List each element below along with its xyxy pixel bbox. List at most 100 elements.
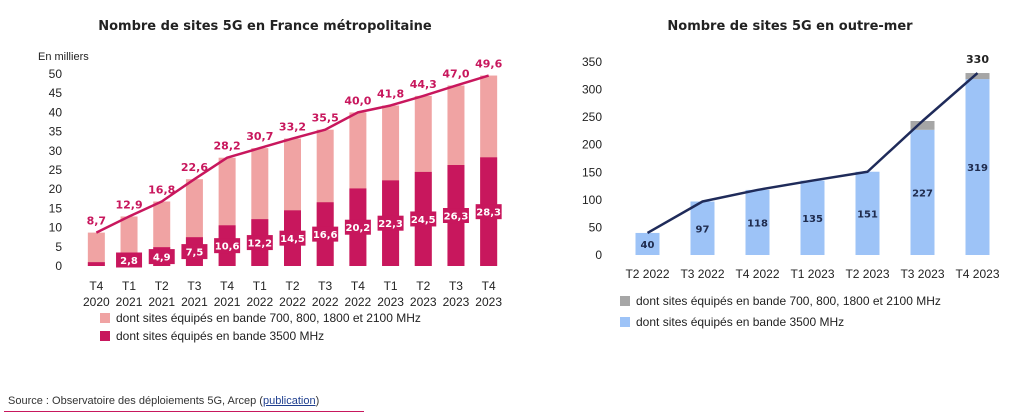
x-tick-label-quarter: T2: [285, 279, 299, 293]
y-tick-label: 50: [589, 220, 603, 234]
bar-segment-3500: [910, 129, 935, 255]
legend-label-3500: dont sites équipés en bande 3500 MHz: [116, 329, 324, 343]
y-tick-label: 45: [49, 86, 63, 100]
data-label-total: 28,2: [214, 140, 241, 153]
x-tick-label-year: 2021: [148, 295, 175, 309]
data-label-3500: 20,2: [346, 223, 371, 234]
data-label-total: 47,0: [442, 68, 469, 81]
x-tick-label-quarter: T2: [155, 279, 169, 293]
source-close: ): [315, 395, 320, 407]
x-tick-label-year: 2021: [116, 295, 143, 309]
bar-segment-3500: [87, 262, 105, 266]
y-tick-label: 0: [55, 259, 62, 273]
data-label-3500: 7,5: [186, 248, 204, 259]
data-label-3500: 28,3: [476, 208, 501, 219]
legend-swatch-low-band: [100, 313, 110, 323]
y-tick-label: 150: [582, 165, 602, 179]
data-label-box: [377, 215, 404, 231]
data-label-box: [410, 211, 437, 227]
source-underline: [4, 411, 364, 412]
x-tick-label-quarter: T3: [318, 279, 332, 293]
x-tick-label-quarter: T1: [253, 279, 267, 293]
publication-link[interactable]: publication: [262, 395, 316, 407]
data-label-total: 12,9: [115, 198, 142, 211]
y-tick-label: 20: [49, 182, 63, 196]
bar-segment-3500: [800, 180, 825, 255]
x-tick-label-quarter: T4: [220, 279, 234, 293]
data-label-total: 22,6: [181, 161, 208, 174]
legend-label-low-band: dont sites équipés en bande 700, 800, 18…: [116, 311, 421, 325]
total-line: [646, 72, 979, 235]
data-label-total: 30,7: [246, 130, 273, 143]
legend-swatch-3500: [100, 331, 110, 341]
data-label-box: [181, 244, 208, 260]
data-label-box: [279, 230, 306, 246]
y-axis-unit: En milliers: [38, 51, 89, 63]
chart-title: Nombre de sites 5G en outre-mer: [667, 19, 913, 34]
x-tick-label: T1 2023: [790, 267, 834, 281]
data-label-box: [214, 238, 241, 254]
y-tick-label: 10: [49, 221, 63, 235]
x-tick-label-year: 2022: [312, 295, 339, 309]
x-tick-label-year: 2023: [443, 295, 470, 309]
data-label-3500: 22,3: [378, 219, 403, 230]
data-label-3500: 135: [802, 214, 823, 225]
x-tick-label-quarter: T4: [482, 279, 496, 293]
data-label-3500: 12,2: [247, 239, 272, 250]
data-label-total: 8,7: [87, 215, 107, 228]
x-tick-label-quarter: T2: [416, 279, 430, 293]
data-label-3500: 4,9: [153, 253, 171, 264]
x-tick-label-year: 2022: [345, 295, 372, 309]
y-tick-label: 30: [49, 144, 63, 158]
y-tick-label: 25: [49, 163, 63, 177]
total-line: [95, 74, 490, 234]
data-label-box: [475, 204, 502, 220]
data-label-3500: 97: [696, 224, 710, 235]
legend-swatch-low-band: [620, 296, 630, 306]
bar-segment-3500: [635, 232, 660, 255]
bar-segment-3500: [690, 201, 715, 255]
y-tick-label: 350: [582, 55, 602, 69]
data-label-3500: 26,3: [444, 212, 469, 223]
source-note: Source : Observatoire des déploiements 5…: [8, 395, 319, 407]
x-tick-label-quarter: T4: [89, 279, 103, 293]
x-tick-label-quarter: T3: [187, 279, 201, 293]
bar-segment-3500: [855, 171, 880, 255]
y-tick-label: 100: [582, 193, 602, 207]
y-tick-label: 50: [49, 67, 63, 81]
x-tick-label-year: 2023: [377, 295, 404, 309]
data-label-3500: 319: [967, 163, 988, 174]
x-tick-label-quarter: T1: [384, 279, 398, 293]
x-tick-label-year: 2021: [214, 295, 241, 309]
data-label-box: [246, 235, 273, 251]
x-tick-label-quarter: T3: [449, 279, 463, 293]
x-tick-label: T3 2023: [900, 267, 944, 281]
data-label-total: 40,0: [344, 94, 371, 107]
x-tick-label: T4 2023: [955, 267, 999, 281]
data-label-3500: 24,5: [411, 215, 436, 226]
data-label-3500: 40: [641, 240, 655, 251]
data-label-box: [116, 252, 143, 268]
data-label-total: 35,5: [312, 112, 339, 125]
y-tick-label: 40: [49, 105, 63, 119]
x-tick-label-year: 2023: [410, 295, 437, 309]
x-tick-label: T2 2023: [845, 267, 889, 281]
bar-segment-3500: [745, 189, 770, 255]
data-label-3500: 14,5: [280, 234, 305, 245]
x-tick-label-year: 2022: [246, 295, 273, 309]
data-label-box: [344, 219, 371, 235]
bar-segment-low-band: [965, 73, 990, 80]
y-tick-label: 250: [582, 110, 602, 124]
bar-segment-low-band: [87, 232, 105, 266]
data-label-3500: 118: [747, 218, 768, 229]
bar-segment-3500: [965, 79, 990, 255]
x-tick-label-quarter: T4: [351, 279, 365, 293]
y-tick-label: 200: [582, 138, 602, 152]
data-label-total: 330: [966, 53, 989, 66]
data-label-3500: 2,8: [120, 256, 138, 267]
data-label-total: 33,2: [279, 121, 306, 134]
bar-segment-low-band: [910, 121, 935, 130]
x-tick-label-year: 2022: [279, 295, 306, 309]
data-label-3500: 16,6: [313, 230, 338, 241]
metropole-chart: Nombre de sites 5G en France métropolita…: [38, 19, 503, 343]
